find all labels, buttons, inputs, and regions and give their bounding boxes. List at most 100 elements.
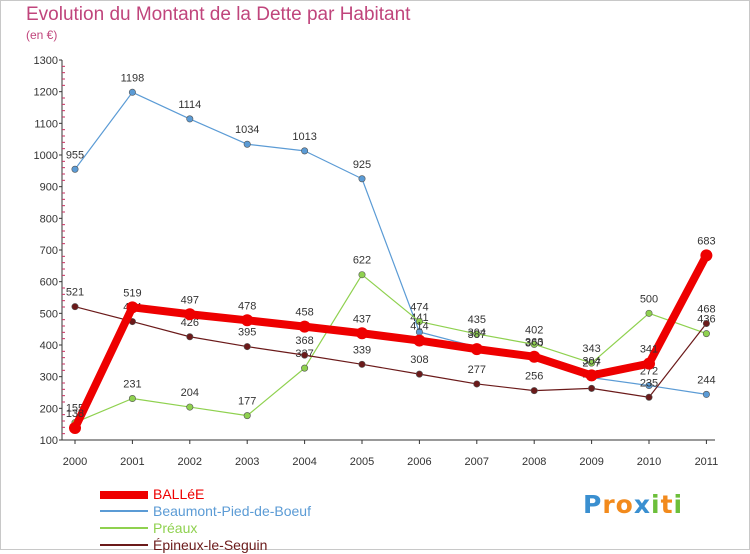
data-label: 500	[640, 293, 658, 305]
y-tick-label: 1100	[34, 118, 58, 130]
data-point	[470, 343, 483, 356]
logo-letter: i	[651, 490, 661, 519]
y-tick-label: 800	[40, 213, 58, 225]
data-label: 497	[181, 294, 199, 306]
data-point	[243, 343, 251, 351]
y-tick-label: 400	[40, 340, 58, 352]
y-tick-label: 1300	[34, 55, 58, 67]
data-label: 177	[238, 396, 256, 408]
y-tick-label: 700	[40, 245, 58, 257]
data-point	[126, 301, 139, 314]
y-tick-label: 600	[40, 277, 58, 289]
data-point	[588, 359, 596, 367]
data-point	[588, 384, 596, 392]
x-tick-label: 2001	[120, 456, 144, 468]
data-label: 339	[353, 344, 371, 356]
data-label: 395	[238, 327, 256, 339]
data-label: 1034	[235, 124, 259, 136]
y-tick-label: 1000	[34, 150, 58, 162]
series-line-1	[74, 91, 708, 395]
data-label: 458	[295, 307, 313, 319]
data-label: 244	[697, 374, 715, 386]
y-tick-label: 500	[40, 308, 58, 320]
chart-subtitle: (en €)	[26, 28, 58, 42]
data-label: 925	[353, 159, 371, 171]
data-point	[415, 370, 423, 378]
data-point	[645, 393, 653, 401]
data-point	[702, 319, 710, 327]
data-label: 435	[468, 314, 486, 326]
data-point	[702, 390, 710, 398]
x-tick-label: 2010	[637, 456, 661, 468]
data-point	[645, 382, 653, 390]
data-label: 436	[697, 314, 715, 326]
data-point	[241, 314, 254, 327]
data-point	[645, 309, 653, 317]
x-tick-label: 2011	[695, 456, 719, 468]
data-label: 622	[353, 255, 371, 267]
data-label: 955	[66, 149, 84, 161]
data-label: 521	[66, 287, 84, 299]
data-point	[702, 330, 710, 338]
data-label: 387	[468, 329, 486, 341]
logo-letter: r	[602, 490, 616, 519]
data-label: 468	[697, 303, 715, 315]
x-tick-label: 2000	[63, 456, 87, 468]
legend-swatch-epineux	[100, 544, 148, 546]
logo-letter: i	[673, 490, 684, 519]
logo-letter: x	[633, 490, 651, 519]
data-point	[358, 175, 366, 183]
legend-swatch-ballee	[100, 491, 148, 499]
data-label: 402	[525, 324, 543, 336]
series-line-3	[74, 306, 708, 398]
y-tick-label: 200	[40, 403, 58, 415]
chart-title: Evolution du Montant de la Dette par Hab…	[26, 4, 411, 25]
data-point	[530, 387, 538, 395]
legend-label-preaux: Préaux	[153, 520, 198, 536]
legend-swatch-beaumont	[100, 510, 148, 512]
data-label: 437	[353, 313, 371, 325]
x-tick-label: 2007	[465, 456, 489, 468]
data-point	[358, 360, 366, 368]
data-point	[243, 412, 251, 420]
data-label: 341	[640, 344, 658, 356]
data-point	[700, 249, 713, 262]
data-point	[186, 115, 194, 123]
data-label: 256	[525, 371, 543, 383]
data-point	[643, 357, 655, 370]
data-label: 1013	[292, 131, 316, 143]
legend-label-ballee: BALLéE	[153, 486, 205, 502]
data-point	[301, 364, 309, 372]
data-label: 277	[468, 364, 486, 376]
data-point	[528, 350, 541, 363]
data-point	[71, 165, 79, 173]
proxiti-logo: Proxiti	[583, 490, 683, 519]
y-tick-label: 1200	[34, 87, 58, 99]
data-label: 363	[525, 337, 543, 349]
legend-label-beaumont: Beaumont-Pied-de-Boeuf	[153, 503, 311, 519]
data-point	[413, 334, 426, 347]
data-point	[69, 421, 81, 434]
line-chart: 100 200 300 400 500 600 700 800 900 1000 1100 1200 1…	[34, 55, 719, 468]
logo-letter: P	[583, 490, 603, 519]
y-tick-label: 900	[40, 182, 58, 194]
data-point	[71, 303, 79, 311]
x-tick-label: 2009	[579, 456, 603, 468]
x-tick-label: 2008	[522, 456, 546, 468]
data-point	[243, 140, 251, 148]
data-label: 474	[410, 302, 428, 314]
data-point	[585, 369, 598, 382]
data-point	[183, 308, 196, 321]
data-label: 478	[238, 300, 256, 312]
data-point	[473, 380, 481, 388]
data-point	[473, 330, 481, 338]
data-label: 308	[410, 354, 428, 366]
data-point	[415, 318, 423, 326]
data-label: 426	[181, 317, 199, 329]
x-tick-label: 2004	[292, 456, 316, 468]
data-label: 343	[582, 343, 600, 355]
data-point	[186, 333, 194, 341]
y-tick-label: 100	[40, 435, 58, 447]
data-point	[298, 320, 311, 333]
data-point	[356, 327, 368, 340]
